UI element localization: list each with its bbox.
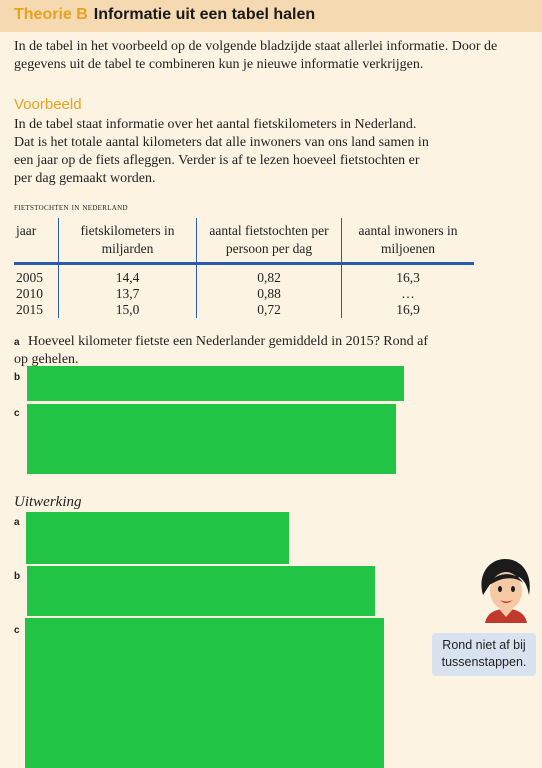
- table-cell: 16,9: [396, 302, 420, 317]
- header-cell: fietskilometers in miljarden: [58, 218, 197, 265]
- table-cell: 13,7: [58, 286, 197, 302]
- example-paragraph: In de tabel staat informatie over het aa…: [14, 117, 429, 186]
- question-b-marker: b: [14, 372, 21, 383]
- table-header-row: jaar fietskilometers in miljarden aantal…: [14, 218, 474, 265]
- table-caption: fietstochten in nederland: [14, 202, 128, 213]
- redaction-block: [27, 566, 375, 616]
- table-cell: …: [401, 286, 415, 301]
- tip-bubble: Rond niet af bij tussenstappen.: [432, 633, 536, 676]
- theory-title: Informatie uit een tabel halen: [93, 6, 316, 23]
- question-a-marker: a: [14, 337, 20, 348]
- table-cell: 0,88: [196, 286, 342, 302]
- table-cell: 0,72: [196, 302, 342, 318]
- solution-b-marker: b: [14, 571, 21, 582]
- header-cell: aantal fietstochten per persoon per dag: [196, 218, 342, 265]
- table-cell: 2005: [14, 263, 59, 286]
- girl-illustration: [481, 559, 530, 623]
- table-cell: 14,4: [58, 263, 197, 286]
- table-row: 2010 13,7 0,88 …: [14, 286, 474, 302]
- header-cell: aantal inwoners in miljoenen: [341, 218, 474, 265]
- theory-label: Theorie B: [14, 6, 88, 23]
- data-table: jaar fietskilometers in miljarden aantal…: [14, 218, 474, 318]
- question-c-marker: c: [14, 408, 20, 419]
- table-cell: 0,82: [196, 263, 342, 286]
- solution-heading: Uitwerking: [14, 494, 82, 510]
- page-title: Theorie B Informatie uit een tabel halen: [14, 6, 315, 24]
- redaction-block: [27, 366, 404, 401]
- example-heading: Voorbeeld: [14, 96, 82, 113]
- question-a-text: Hoeveel kilometer fietste een Nederlande…: [14, 334, 429, 367]
- header-cell: jaar: [14, 218, 59, 265]
- table-row: 2015 15,0 0,72 16,9: [14, 302, 474, 318]
- title-bar: [0, 0, 542, 32]
- table-cell: 2015: [14, 302, 59, 318]
- question-a: a Hoeveel kilometer fietste een Nederland…: [14, 333, 434, 368]
- redaction-block: [27, 404, 396, 474]
- solution-a-marker: a: [14, 517, 20, 528]
- table-cell: 15,0: [58, 302, 197, 318]
- table-row: 2005 14,4 0,82 16,3: [14, 263, 474, 286]
- table-cell: 2010: [14, 286, 59, 302]
- redaction-block: [25, 618, 384, 768]
- redaction-block: [26, 512, 289, 564]
- table-cell: 16,3: [396, 270, 420, 285]
- intro-paragraph: In de tabel in het voorbeeld op de volge…: [14, 39, 498, 72]
- solution-c-marker: c: [14, 625, 20, 636]
